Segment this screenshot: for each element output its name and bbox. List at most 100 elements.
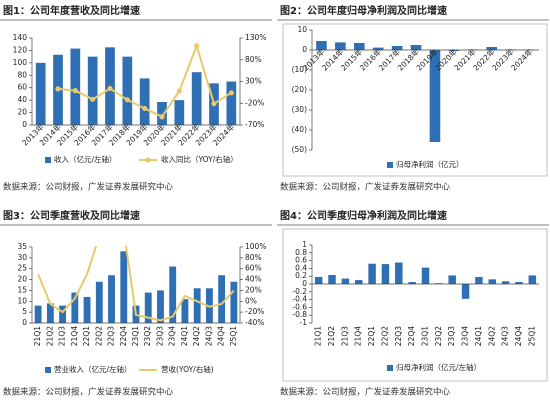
bar	[35, 62, 46, 125]
figure-title: 图3：公司季度营收及同比增速	[3, 209, 140, 222]
y-tick-label: -0.8	[292, 310, 307, 319]
legend-swatch	[45, 157, 51, 163]
bar	[193, 288, 201, 323]
bar	[139, 78, 150, 125]
x-tick-label: 21Q4	[354, 326, 363, 346]
y-tick-label: 0	[302, 45, 307, 54]
x-tick-label: 23Q3	[447, 326, 456, 346]
y2-tick-label: -70%	[245, 120, 264, 129]
x-tick-label: 24Q1	[474, 326, 483, 346]
line-marker	[176, 88, 182, 94]
source-note: 数据来源：公司财报，广发证券发展研究中心	[280, 182, 451, 193]
y2-tick-label: 100%	[245, 242, 266, 251]
bar	[157, 102, 167, 125]
x-tick-label: 22Q1	[82, 326, 91, 346]
line-marker	[124, 97, 130, 103]
x-tick-label: 23Q4	[461, 326, 470, 346]
x-tick-label: 21Q3	[340, 326, 349, 346]
y2-tick-label: 40%	[245, 275, 262, 284]
bar	[410, 45, 422, 50]
x-tick-label: 21Q1	[314, 326, 323, 346]
bar	[34, 305, 42, 323]
x-tick-label: 22Q2	[94, 326, 103, 346]
x-tick-label: 23Q1	[421, 326, 430, 346]
x-tick-label: 23Q2	[143, 326, 152, 346]
line-marker	[90, 96, 96, 102]
legend-label: 收入（亿元/左轴）	[54, 154, 117, 164]
bar	[341, 278, 350, 284]
x-tick-label: 21Q4	[70, 326, 79, 346]
y-tick-label: 120	[13, 45, 28, 54]
bar	[354, 280, 363, 284]
bar	[218, 275, 226, 323]
x-tick-label: 22Q4	[119, 326, 128, 346]
y-tick-label: -0.6	[292, 302, 307, 311]
y2-tick-label: -20%	[245, 98, 264, 107]
x-tick-label: 24Q4	[514, 326, 523, 346]
line-marker	[72, 88, 78, 94]
y2-tick-label: 60%	[245, 264, 262, 273]
y2-tick-label: 0%	[245, 296, 257, 305]
y-tick-label: 60	[17, 83, 27, 92]
line-marker	[228, 90, 234, 96]
bar	[70, 48, 81, 125]
y-tick-label: 0.2	[295, 271, 307, 280]
y-tick-label: 10	[17, 296, 27, 305]
legend-label: 收入同比（YOY/右轴）	[161, 154, 238, 164]
x-tick-label: 24Q1	[180, 326, 189, 346]
bar	[108, 275, 115, 323]
bar	[314, 276, 323, 284]
y2-tick-label: -20%	[245, 307, 264, 316]
bar	[475, 276, 483, 284]
x-tick-label: 24Q2	[192, 326, 201, 346]
figure-title: 图2：公司年度归母净利润及同比增速	[280, 4, 447, 17]
legend-label: 营业收入（亿元/左轴）	[54, 364, 132, 374]
bar	[501, 281, 510, 284]
x-tick-label: 22Q1	[367, 326, 376, 346]
y-tick-label: 30	[17, 253, 27, 262]
bar	[191, 72, 202, 125]
figure-title: 图4：公司季度归母净利润及同比增速	[280, 209, 447, 222]
y-tick-label: 80	[17, 70, 27, 79]
y-tick-label: -0.4	[292, 295, 307, 304]
x-tick-label: 22Q3	[107, 326, 116, 346]
x-tick-label: 24Q2	[487, 326, 496, 346]
source-note: 数据来源：公司财报，广发证券发展研究中心	[280, 387, 451, 398]
y-tick-label: 10	[297, 25, 307, 34]
y-tick-label: 15	[17, 285, 27, 294]
x-tick-label: 24Q3	[501, 326, 510, 346]
line-marker	[194, 43, 200, 49]
bar	[528, 275, 537, 284]
y-tick-label: 35	[17, 242, 27, 251]
bar	[461, 284, 470, 299]
y-tick-label: -0.2	[292, 287, 307, 296]
x-tick-label: 25Q1	[527, 326, 536, 346]
x-tick-label: 21Q2	[327, 326, 336, 346]
bar	[328, 275, 336, 284]
x-tick-label: 22Q3	[394, 326, 403, 346]
x-tick-label: 21Q3	[58, 326, 67, 346]
bar	[157, 290, 164, 323]
legend-label: 营收(YOY/右轴)	[161, 364, 214, 374]
bar	[488, 279, 497, 284]
y2-tick-label: 30%	[245, 77, 262, 86]
y-tick-label: 25	[17, 264, 27, 273]
bar	[421, 267, 430, 284]
chart-frame	[282, 228, 548, 382]
bar	[95, 281, 103, 323]
x-tick-label: 23Q2	[434, 326, 443, 346]
y-tick-label: 0.6	[295, 256, 307, 265]
bar	[395, 262, 403, 284]
line-marker	[211, 101, 217, 107]
bar	[429, 50, 441, 142]
bar	[122, 56, 133, 126]
y-tick-label: (20)	[292, 85, 307, 94]
y-tick-label: -1	[300, 318, 308, 327]
x-tick-label: 23Q4	[168, 326, 177, 346]
bar	[83, 296, 91, 323]
x-tick-label: 23Q1	[131, 326, 140, 346]
x-tick-label: 21Q1	[33, 326, 42, 346]
bar	[316, 41, 327, 50]
line-marker	[55, 86, 61, 92]
